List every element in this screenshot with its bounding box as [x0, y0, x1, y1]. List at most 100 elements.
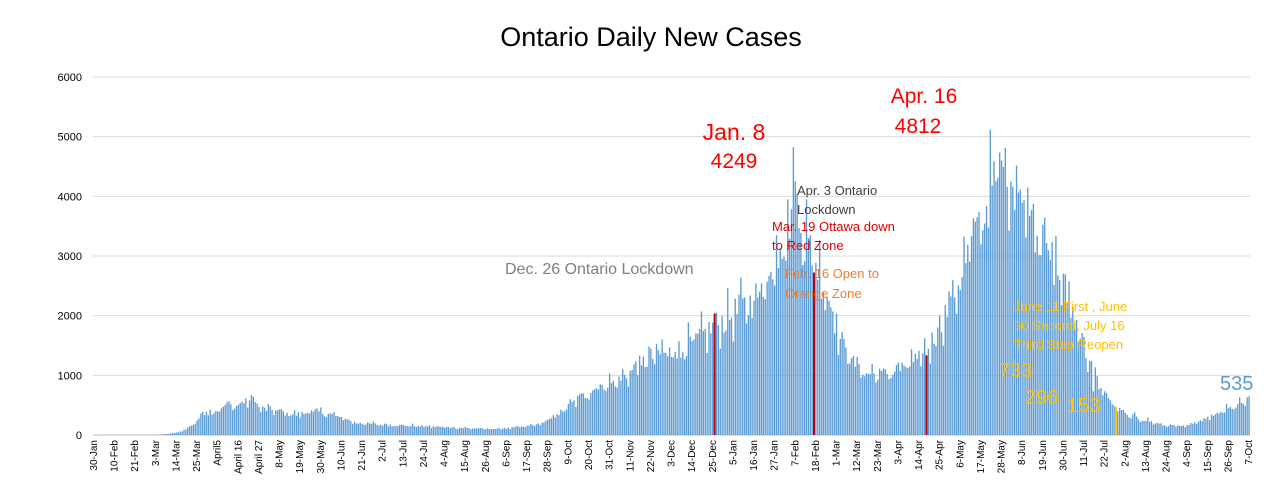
bar	[237, 404, 239, 435]
bar	[725, 330, 727, 435]
bar	[181, 431, 183, 435]
bar	[642, 356, 645, 435]
bar	[743, 297, 746, 435]
bar	[378, 425, 380, 435]
bar	[603, 389, 605, 435]
bar	[963, 236, 965, 435]
bar	[517, 425, 519, 435]
x-axis: 30-Jan 10-Feb 21-Feb 3-Mar 14-Mar 25-Mar April…	[89, 439, 1255, 474]
x-tick-label: 30-Jun	[1058, 440, 1069, 471]
bar	[1040, 255, 1042, 435]
bar	[271, 409, 273, 435]
bar	[278, 409, 281, 435]
bar	[740, 277, 742, 435]
bar	[695, 333, 697, 435]
bar	[262, 406, 264, 435]
bar	[173, 433, 176, 435]
bar	[1089, 360, 1091, 435]
bar	[389, 424, 391, 435]
bar	[1085, 357, 1087, 435]
bar	[481, 428, 483, 435]
bar	[1079, 338, 1081, 435]
bar	[1229, 407, 1231, 435]
bar	[543, 422, 545, 435]
x-tick-label: 3-Dec	[667, 440, 678, 467]
event-marker	[813, 272, 816, 435]
bar	[518, 427, 521, 435]
bar	[477, 428, 480, 435]
bar	[787, 199, 789, 435]
bar	[601, 384, 603, 435]
bar	[286, 412, 288, 435]
bar	[998, 152, 1001, 436]
bar	[655, 343, 658, 435]
x-tick-label: 10-Feb	[110, 440, 121, 472]
bar	[417, 426, 420, 435]
bar	[1122, 409, 1125, 435]
bar	[937, 327, 939, 435]
bar	[571, 401, 573, 435]
bar	[305, 413, 307, 435]
bar	[1244, 405, 1246, 435]
bar	[907, 367, 909, 435]
y-tick-label: 5000	[58, 132, 82, 144]
bar	[1081, 333, 1083, 435]
bar	[316, 408, 318, 435]
bar	[524, 427, 526, 435]
bar	[483, 429, 485, 435]
x-tick-label: 13-Jul	[398, 440, 409, 467]
bar	[869, 374, 871, 435]
bar	[443, 427, 446, 435]
bar	[940, 332, 943, 435]
bar	[582, 393, 585, 435]
bar	[877, 379, 879, 435]
y-tick-label: 3000	[58, 251, 82, 263]
bar	[922, 353, 924, 435]
bar	[451, 427, 453, 435]
bar	[989, 129, 991, 436]
bar	[820, 298, 823, 435]
bar	[224, 404, 226, 435]
bar	[927, 348, 930, 435]
bar	[727, 287, 729, 435]
bar	[1066, 303, 1068, 435]
bar	[1201, 421, 1203, 435]
bar	[955, 313, 958, 435]
bar	[383, 423, 386, 435]
bar	[464, 426, 466, 435]
bar	[672, 357, 675, 435]
bar	[811, 265, 813, 435]
bar	[800, 232, 802, 435]
bar	[837, 354, 840, 435]
bar	[923, 338, 926, 435]
bar	[470, 429, 472, 435]
bar	[1034, 252, 1036, 435]
bar	[1233, 409, 1235, 435]
bar	[312, 411, 315, 435]
bar	[983, 223, 986, 435]
bar	[693, 339, 695, 435]
bar	[273, 415, 275, 435]
bar	[817, 279, 819, 435]
bar	[1220, 411, 1222, 435]
bar	[380, 424, 382, 435]
bar	[1182, 425, 1185, 435]
bar	[982, 230, 984, 435]
bar	[1057, 275, 1059, 435]
bar	[1070, 317, 1072, 435]
bar	[933, 343, 935, 435]
bar	[1049, 260, 1051, 435]
bar	[680, 357, 682, 435]
bar	[1246, 397, 1248, 435]
bar	[560, 409, 562, 435]
bar	[1188, 425, 1190, 435]
bar	[830, 307, 832, 435]
bar	[370, 423, 373, 435]
bar	[277, 410, 279, 435]
bar	[760, 283, 763, 435]
bar	[822, 292, 825, 435]
annotation-apr3-line1: Apr. 3 Ontario	[797, 183, 877, 198]
bar	[541, 422, 543, 435]
bar	[357, 423, 360, 435]
x-tick-label: April 27	[254, 440, 265, 474]
